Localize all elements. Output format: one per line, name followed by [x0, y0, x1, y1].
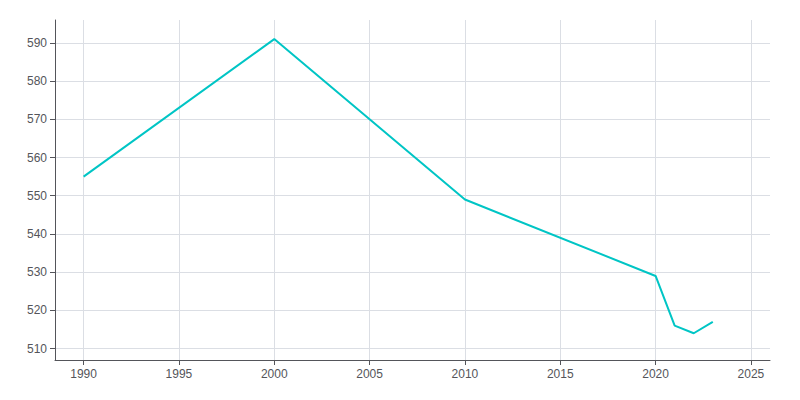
- svg-text:580: 580: [27, 74, 47, 88]
- svg-text:520: 520: [27, 303, 47, 317]
- svg-text:2015: 2015: [547, 367, 574, 381]
- svg-text:530: 530: [27, 265, 47, 279]
- svg-text:1995: 1995: [166, 367, 193, 381]
- svg-text:2020: 2020: [642, 367, 669, 381]
- svg-text:2000: 2000: [261, 367, 288, 381]
- svg-text:510: 510: [27, 342, 47, 356]
- svg-text:560: 560: [27, 151, 47, 165]
- svg-text:590: 590: [27, 36, 47, 50]
- svg-text:1990: 1990: [70, 367, 97, 381]
- svg-text:2005: 2005: [356, 367, 383, 381]
- svg-text:550: 550: [27, 189, 47, 203]
- svg-text:2010: 2010: [452, 367, 479, 381]
- svg-text:570: 570: [27, 112, 47, 126]
- svg-text:540: 540: [27, 227, 47, 241]
- svg-text:2025: 2025: [738, 367, 765, 381]
